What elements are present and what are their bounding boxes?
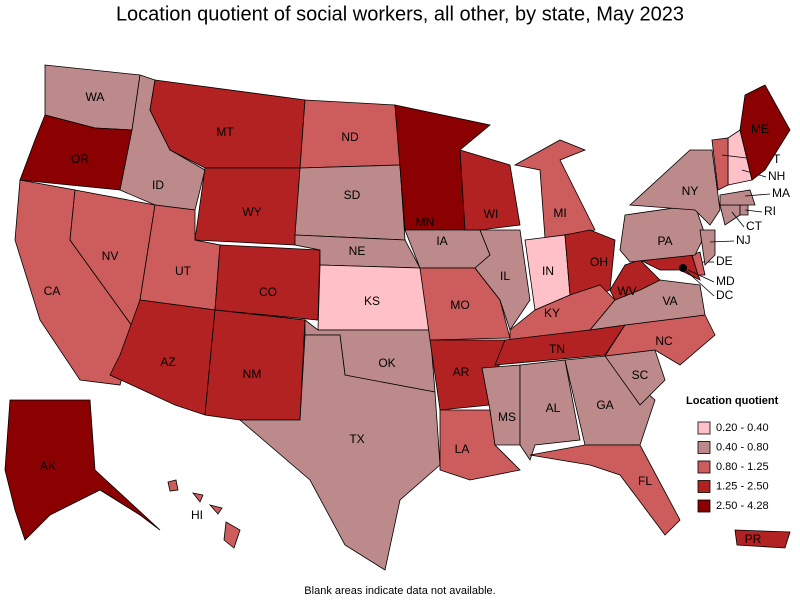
state (459, 149, 521, 231)
state (481, 364, 521, 446)
state (719, 189, 756, 206)
state (204, 309, 306, 421)
state (167, 479, 179, 492)
state-label: MN (416, 215, 435, 229)
state (513, 139, 596, 239)
state (739, 84, 791, 181)
legend-swatch (697, 441, 711, 454)
state-label: DE (716, 254, 733, 268)
state-label: NH (768, 169, 785, 183)
state-label: AL (546, 401, 561, 415)
state (691, 251, 706, 276)
state-label: NE (349, 244, 366, 258)
legend-swatch (697, 421, 711, 435)
state (223, 521, 241, 549)
legend-label: 0.40 - 0.80 (716, 441, 769, 453)
state-label: MI (553, 206, 566, 220)
state-label: IN (542, 264, 554, 278)
state-label: MD (716, 274, 735, 288)
state (629, 149, 721, 226)
leader-line (731, 211, 745, 228)
state-label: WY (242, 205, 261, 219)
state-label: WV (617, 284, 636, 298)
note: Blank areas indicate data not available. (304, 585, 495, 597)
legend-label: 2.50 - 4.28 (716, 500, 769, 512)
state (238, 334, 441, 571)
state-label: MO (450, 298, 469, 312)
state-label: IA (436, 234, 447, 248)
state-label: OH (590, 255, 608, 269)
map-title: Location quotient of social workers, all… (116, 3, 684, 25)
state-label: CO (259, 285, 277, 299)
state-label: PR (745, 532, 762, 546)
state (192, 492, 204, 503)
state-label: VA (662, 294, 677, 308)
leader-line (744, 193, 771, 197)
state-label: IL (500, 269, 510, 283)
state-label: WA (86, 90, 105, 104)
state-label: PA (657, 234, 672, 248)
legend-label: 1.25 - 2.50 (716, 480, 769, 492)
leader-line (709, 240, 735, 243)
legend-label: 0.80 - 1.25 (716, 461, 769, 473)
state-label: NJ (736, 233, 751, 247)
leader-line (687, 269, 715, 283)
state-label: TX (349, 432, 364, 446)
state-label: KY (544, 306, 560, 320)
state-label: AZ (160, 355, 175, 369)
state (719, 204, 741, 226)
state (564, 355, 656, 446)
state-label: DC (716, 288, 734, 302)
state (214, 244, 321, 321)
state-label: NY (682, 184, 699, 198)
state-label: NV (102, 249, 119, 263)
legend-title: Location quotient (686, 395, 779, 407)
state-label: KS (364, 294, 380, 308)
state-label: AR (453, 365, 470, 379)
state-label: WI (484, 207, 499, 221)
state-label: FL (638, 474, 652, 488)
leader-line (744, 209, 763, 213)
state-label: LA (455, 442, 470, 456)
state-label: NM (243, 367, 262, 381)
state (294, 164, 406, 241)
state (419, 267, 511, 341)
leader-line (682, 267, 715, 297)
state-label: MA (772, 186, 790, 200)
state-label: TN (549, 342, 565, 356)
state-label: OR (71, 152, 89, 166)
state-label: CT (746, 219, 763, 233)
state (474, 229, 531, 331)
state-label: HI (191, 508, 203, 522)
state (4, 399, 161, 541)
state-label: OK (378, 356, 395, 370)
legend-label: 0.20 - 0.40 (716, 422, 769, 434)
state-label: UT (175, 264, 192, 278)
state (208, 504, 223, 515)
state-label: NC (655, 334, 673, 348)
state-label: ID (152, 178, 164, 192)
state-label: MT (216, 125, 234, 139)
state (699, 229, 716, 266)
state-label: SC (632, 368, 649, 382)
state-label: GA (596, 398, 613, 412)
state-label: SD (344, 188, 361, 202)
state-label: ND (341, 130, 359, 144)
state-label: ME (751, 122, 769, 136)
legend-swatch (697, 480, 711, 493)
state-label: CA (44, 284, 61, 298)
legend-swatch (697, 460, 711, 474)
state-label: AK (40, 459, 56, 473)
legend-swatch (697, 499, 711, 513)
state-label: MS (498, 410, 516, 424)
state (734, 529, 791, 549)
state (711, 137, 729, 191)
state (529, 444, 681, 536)
state (609, 259, 661, 301)
state-label: RI (764, 204, 776, 218)
